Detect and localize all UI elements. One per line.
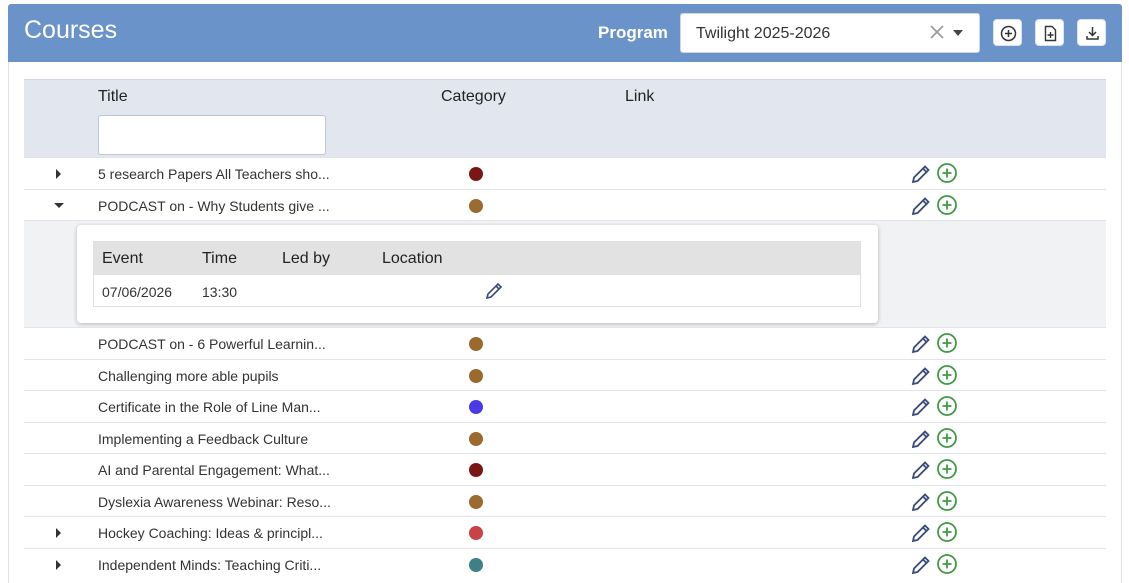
edit-icon[interactable] xyxy=(910,333,932,355)
expander-icon[interactable] xyxy=(56,169,61,179)
add-event-icon[interactable] xyxy=(936,490,958,512)
title-filter-input[interactable] xyxy=(98,115,326,155)
file-add-icon xyxy=(1044,25,1057,42)
course-title: Dyslexia Awareness Webinar: Reso... xyxy=(98,493,331,510)
column-title[interactable]: Title xyxy=(98,88,128,105)
add-event-icon[interactable] xyxy=(936,332,958,354)
edit-icon[interactable] xyxy=(910,365,932,387)
add-event-icon[interactable] xyxy=(936,194,958,216)
column-location[interactable]: Location xyxy=(382,250,443,267)
category-dot xyxy=(469,368,483,383)
column-category[interactable]: Category xyxy=(441,88,506,105)
edit-icon[interactable] xyxy=(910,428,932,450)
add-event-icon[interactable] xyxy=(936,553,958,575)
event-row: 07/06/2026 13:30 xyxy=(94,275,860,307)
course-detail-panel: Event Time Led by Location 07/06/2026 13… xyxy=(24,220,1106,327)
category-dot xyxy=(469,167,483,181)
add-event-icon[interactable] xyxy=(936,427,958,449)
table-row[interactable]: Challenging more able pupils xyxy=(24,358,1106,390)
download-icon xyxy=(1086,27,1099,40)
add-event-icon[interactable] xyxy=(936,395,958,417)
expander-icon[interactable] xyxy=(56,559,61,570)
course-title: AI and Parental Engagement: What... xyxy=(98,462,330,478)
column-led-by[interactable]: Led by xyxy=(282,250,331,267)
table-row[interactable]: 5 research Papers All Teachers sho... xyxy=(24,157,1106,189)
category-dot xyxy=(469,494,483,509)
edit-icon[interactable] xyxy=(910,522,932,544)
content-panel xyxy=(8,62,1122,583)
chevron-down-icon[interactable] xyxy=(953,30,963,36)
category-dot xyxy=(469,400,483,414)
add-course-button[interactable] xyxy=(993,19,1022,46)
add-event-icon[interactable] xyxy=(936,458,958,480)
course-title: PODCAST on - Why Students give ... xyxy=(98,197,330,214)
course-title: Implementing a Feedback Culture xyxy=(98,430,309,447)
events-table-header: Event Time Led by Location xyxy=(94,242,860,275)
edit-icon[interactable] xyxy=(910,554,932,576)
edit-icon[interactable] xyxy=(910,491,932,513)
courses-grid: Title Category Link 5 research Papers Al… xyxy=(24,79,1106,579)
edit-event-icon[interactable] xyxy=(484,281,504,301)
category-dot xyxy=(469,557,483,572)
table-row[interactable]: PODCAST on - 6 Powerful Learnin... xyxy=(24,327,1106,359)
table-row[interactable]: Dyslexia Awareness Webinar: Reso... xyxy=(24,484,1106,516)
event-time: 13:30 xyxy=(202,284,238,300)
table-row[interactable]: Certificate in the Role of Line Man... xyxy=(24,390,1106,422)
events-card: Event Time Led by Location 07/06/2026 13… xyxy=(77,225,878,323)
edit-icon[interactable] xyxy=(910,396,932,418)
column-link[interactable]: Link xyxy=(625,88,655,105)
table-row[interactable]: Implementing a Feedback Culture xyxy=(24,421,1106,453)
program-label: Program xyxy=(598,23,668,42)
table-row[interactable]: AI and Parental Engagement: What... xyxy=(24,453,1106,485)
course-title: Hockey Coaching: Ideas & principl... xyxy=(98,525,323,541)
add-event-icon[interactable] xyxy=(936,364,958,386)
column-time[interactable]: Time xyxy=(202,250,237,267)
clear-icon[interactable] xyxy=(927,22,947,42)
page-title: Courses xyxy=(24,16,118,44)
event-date: 07/06/2026 xyxy=(102,284,173,300)
edit-icon[interactable] xyxy=(910,195,932,217)
category-dot xyxy=(469,198,483,213)
program-select[interactable]: Twilight 2025-2026 xyxy=(680,13,980,53)
category-dot xyxy=(469,337,483,351)
program-select-value: Twilight 2025-2026 xyxy=(696,25,831,42)
course-title: Challenging more able pupils xyxy=(98,367,279,384)
table-row[interactable]: Hockey Coaching: Ideas & principl... xyxy=(24,516,1106,548)
download-button[interactable] xyxy=(1077,19,1106,46)
edit-icon[interactable] xyxy=(910,459,932,481)
add-event-icon[interactable] xyxy=(936,521,958,543)
header-bar: Courses Program Twilight 2025-2026 xyxy=(8,4,1122,62)
expander-icon[interactable] xyxy=(54,202,64,208)
course-title: PODCAST on - 6 Powerful Learnin... xyxy=(98,336,326,352)
table-row[interactable]: PODCAST on - Why Students give ... xyxy=(24,188,1106,220)
grid-header: Title Category Link xyxy=(24,79,1106,157)
edit-icon[interactable] xyxy=(910,163,932,185)
add-event-icon[interactable] xyxy=(936,162,958,184)
course-title: 5 research Papers All Teachers sho... xyxy=(98,166,330,182)
events-table: Event Time Led by Location 07/06/2026 13… xyxy=(93,241,861,307)
plus-circle-icon xyxy=(1000,25,1017,42)
column-event[interactable]: Event xyxy=(102,250,143,267)
expander-icon[interactable] xyxy=(56,528,61,538)
import-button[interactable] xyxy=(1035,19,1064,46)
course-title: Certificate in the Role of Line Man... xyxy=(98,399,321,415)
category-dot xyxy=(469,463,483,477)
course-title: Independent Minds: Teaching Criti... xyxy=(98,556,322,573)
category-dot xyxy=(469,526,483,540)
category-dot xyxy=(469,431,483,446)
table-row[interactable]: Independent Minds: Teaching Criti... xyxy=(24,547,1106,579)
